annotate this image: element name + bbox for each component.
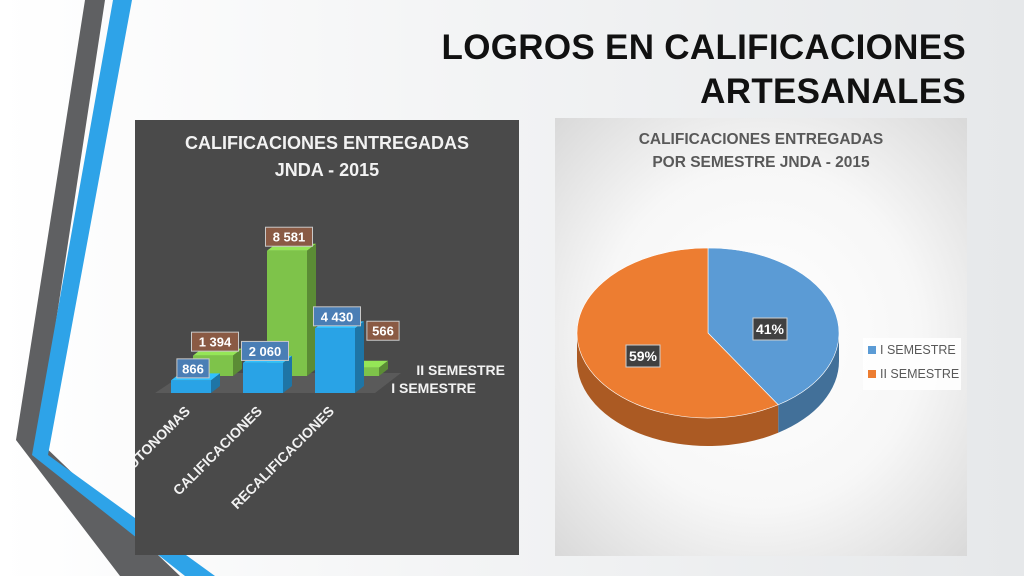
pie-chart-panel: CALIFICACIONES ENTREGADAS POR SEMESTRE J… [555, 118, 967, 556]
pie-chart: 41% 59% I SEMESTRE II SEMESTRE [576, 247, 961, 446]
data-label-i-semestre-2-text: 2 060 [249, 344, 282, 359]
data-label-i-semestre-3: 4 430 [313, 306, 361, 327]
data-label-ii-semestre-2-text: 8 581 [273, 230, 306, 245]
data-label-i-semestre-3-box [313, 306, 361, 327]
data-label-ii-semestre-1-text: 1 394 [199, 335, 232, 350]
bar-i-semestre-3-side [355, 321, 364, 393]
data-label-ii-semestre-2-box [265, 226, 313, 247]
pie-label-2: 59% [625, 344, 661, 368]
bar-i-semestre-3 [315, 321, 364, 393]
bar-ii-semestre-2-side [307, 243, 316, 376]
data-label-ii-semestre-3-box [366, 320, 400, 341]
series-label-i-semestre: I SEMESTRE [391, 380, 476, 396]
bar-chart-title: CALIFICACIONES ENTREGADAS JNDA - 2015 [135, 130, 519, 184]
data-label-i-semestre-1: 866 [176, 358, 210, 379]
pie-slice-side-2 [577, 333, 779, 446]
data-label-ii-semestre-1-box [191, 331, 239, 352]
legend-label-1: I SEMESTRE [880, 343, 956, 357]
bar-i-semestre-1-front [171, 380, 211, 393]
blue-stripe [32, 0, 215, 576]
data-label-ii-semestre-3: 566 [366, 320, 400, 341]
series-label-ii-semestre: II SEMESTRE [416, 362, 505, 378]
data-label-ii-semestre-1: 1 394 [191, 331, 239, 352]
bar-i-semestre-2-front [243, 362, 283, 393]
pie-label-1-box [752, 317, 788, 341]
pie-legend: I SEMESTRE II SEMESTRE [863, 338, 961, 390]
data-label-i-semestre-2: 2 060 [241, 340, 289, 361]
bar-chart: 1 394 8 581 566 866 2 060 4 430 II SEMESTRE I S… [135, 226, 505, 512]
data-label-ii-semestre-3-text: 566 [372, 324, 394, 339]
data-label-i-semestre-1-box [176, 358, 210, 379]
pie-label-1: 41% [752, 317, 788, 341]
bar-ii-semestre-1-side [233, 348, 242, 376]
pie-side-2-face [577, 333, 779, 446]
data-label-i-semestre-2-box [241, 340, 289, 361]
bar-i-semestre-3-front [315, 328, 355, 393]
bar-chart-panel: CALIFICACIONES ENTREGADAS JNDA - 2015 1 … [135, 120, 519, 555]
bar-i-semestre-2-side [283, 355, 292, 393]
pie-chart-title: CALIFICACIONES ENTREGADAS POR SEMESTRE J… [555, 128, 967, 174]
pie-label-2-box [625, 344, 661, 368]
bar-chart-title-line-2: JNDA - 2015 [274, 160, 380, 180]
bar-i-semestre-1-side [211, 373, 220, 393]
pie-side-1-face [778, 333, 839, 433]
bar-ii-semestre-3-side [379, 360, 388, 376]
pie-legend-bg [863, 338, 961, 390]
pie-chart-title-line-2: POR SEMESTRE JNDA - 2015 [652, 154, 870, 171]
legend-label-2: II SEMESTRE [880, 367, 959, 381]
pie-slice-side-1 [778, 333, 839, 433]
pie-slice-2 [576, 247, 779, 419]
data-label-i-semestre-1-text: 866 [182, 361, 204, 376]
dark-stripe [16, 0, 180, 576]
legend-swatch-2 [868, 370, 876, 378]
legend-swatch-1 [868, 346, 876, 354]
slide-title: LOGROS EN CALIFICACIONES ARTESANALES [266, 26, 966, 114]
slide-title-line-2: ARTESANALES [700, 72, 966, 111]
category-label-1: AUTONOMAS [135, 403, 193, 479]
bar-i-semestre-2 [243, 355, 292, 393]
pie-label-2-text: 59% [629, 348, 658, 364]
pie-chart-title-line-1: CALIFICACIONES ENTREGADAS [638, 131, 884, 148]
data-label-i-semestre-3-text: 4 430 [321, 309, 354, 324]
data-label-ii-semestre-2: 8 581 [265, 226, 313, 247]
pie-label-1-text: 41% [756, 321, 785, 337]
slide-title-line-1: LOGROS EN CALIFICACIONES [441, 28, 966, 67]
bar-chart-title-line-1: CALIFICACIONES ENTREGADAS [184, 133, 469, 153]
